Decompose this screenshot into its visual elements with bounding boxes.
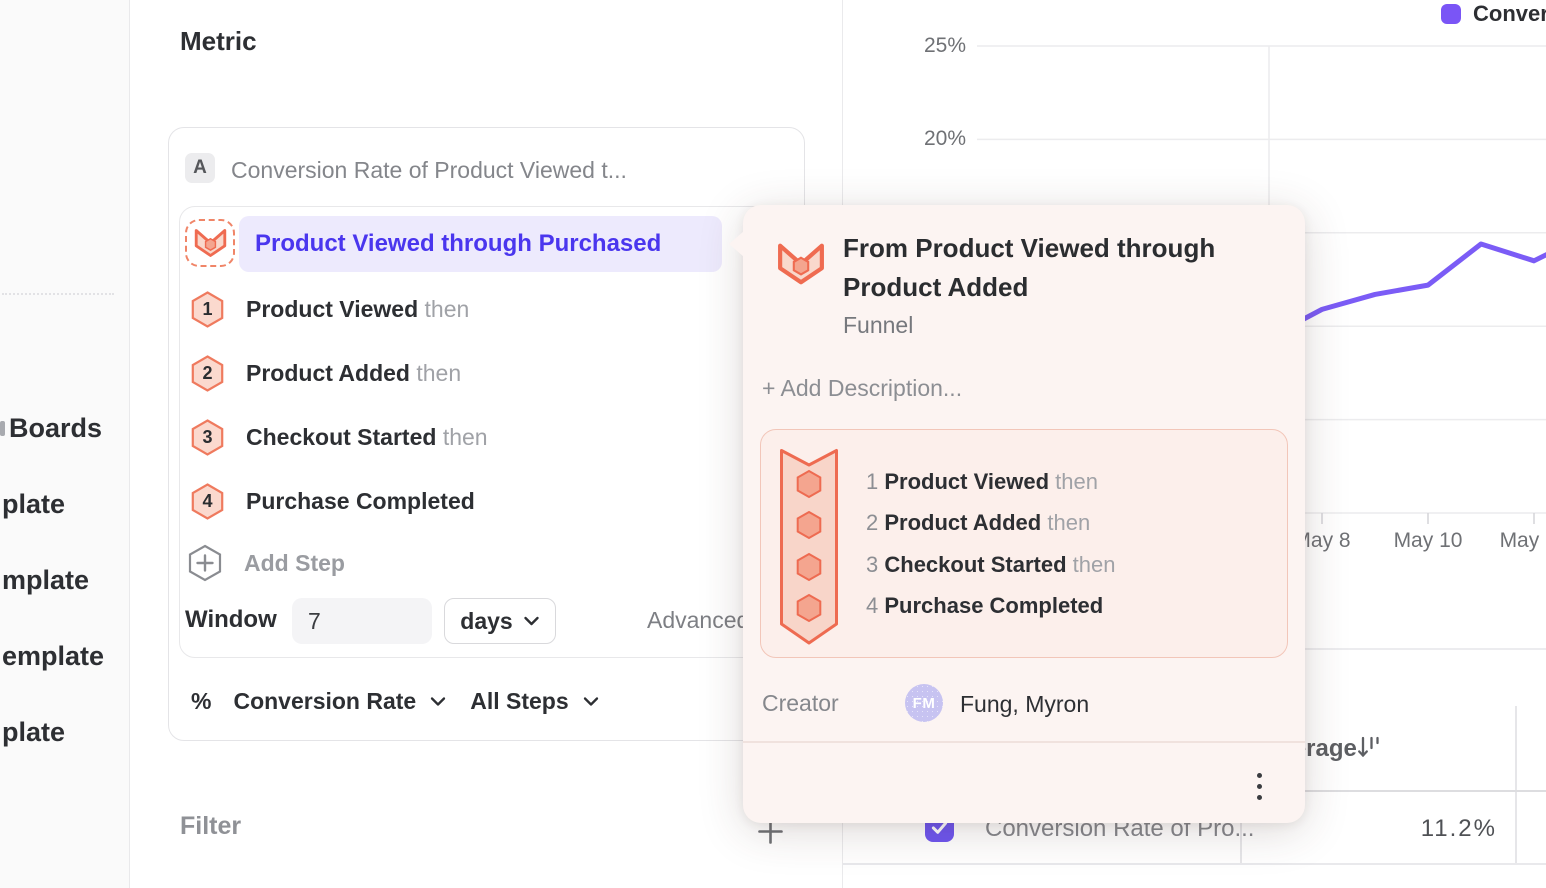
metric-section-heading: Metric: [180, 26, 257, 56]
table-row-average-value: 11.2%: [1420, 815, 1497, 842]
popover-step: 1 Product Viewed then: [866, 469, 1098, 494]
sidebar-divider: [2, 293, 114, 295]
table-column-divider: [1515, 706, 1517, 863]
add-description-button[interactable]: + Add Description...: [762, 375, 963, 401]
chart-legend: Conversion: [1441, 1, 1546, 27]
funnel-step-row[interactable]: 4 Purchase Completed: [191, 482, 475, 520]
window-unit-label: days: [460, 607, 513, 634]
sidebar: Boards plate mplate emplate plate: [0, 0, 130, 888]
funnel-icon: [778, 243, 824, 285]
window-row: Window days Advanced: [185, 592, 785, 650]
step-name: Product Added: [246, 359, 410, 386]
window-unit-select[interactable]: days: [444, 598, 556, 644]
step-name: Purchase Completed: [246, 487, 475, 514]
chevron-down-icon[interactable]: [430, 696, 446, 707]
creator-avatar: FM: [905, 684, 943, 722]
step-then-label: then: [416, 359, 462, 386]
step-number-hexagon-icon: 3: [191, 418, 224, 456]
popover-funnel-summary: 1 Product Viewed then 2 Product Added th…: [760, 429, 1288, 658]
metric-card: A Conversion Rate of Product Viewed t...…: [168, 127, 805, 741]
funnel-icon[interactable]: [185, 219, 235, 267]
popover-footer-divider: [743, 741, 1305, 743]
y-axis-tick-label: 20%: [923, 127, 966, 151]
popover-step: 4 Purchase Completed: [866, 593, 1104, 618]
y-axis-tick-label: 25%: [923, 34, 966, 57]
funnel-details-popover: From Product Viewed through Product Adde…: [729, 205, 1305, 823]
measure-scope-dropdown[interactable]: All Steps: [470, 688, 569, 714]
window-label: Window: [185, 606, 277, 633]
filter-section-heading: Filter: [180, 812, 242, 840]
sidebar-item-template[interactable]: emplate: [2, 641, 105, 671]
percent-symbol: %: [191, 688, 212, 714]
advanced-link[interactable]: Advanced: [647, 607, 750, 633]
popover-caret: [729, 231, 744, 257]
add-step-button[interactable]: Add Step: [188, 544, 345, 582]
funnel-step-row[interactable]: 1 Product Viewed then: [191, 290, 469, 328]
funnel-name-button[interactable]: Product Viewed through Purchased: [239, 216, 722, 272]
x-axis-tick-label: May 8: [1293, 529, 1351, 552]
popover-subtitle: Funnel: [843, 312, 914, 338]
step-name: Product Viewed: [246, 295, 419, 322]
popover-title: From Product Viewed through Product Adde…: [843, 233, 1216, 302]
step-then-label: then: [424, 295, 470, 322]
chevron-down-icon: [524, 616, 539, 626]
legend-label: Conversion: [1473, 1, 1546, 26]
creator-name: Fung, Myron: [960, 691, 1090, 717]
measure-type-dropdown[interactable]: Conversion Rate: [233, 688, 417, 714]
step-name: Checkout Started: [246, 423, 437, 450]
metric-card-title[interactable]: Conversion Rate of Product Viewed t...: [231, 157, 627, 183]
add-step-hexagon-plus-icon: [188, 544, 222, 582]
step-number-hexagon-icon: 2: [191, 354, 224, 392]
step-number-hexagon-icon: 1: [191, 290, 224, 328]
funnel-ribbon-icon: [780, 449, 838, 645]
table-row-divider: [843, 863, 1546, 865]
funnel-definition-card: Product Viewed through Purchased 1 Produ…: [179, 206, 795, 658]
sort-descending-icon[interactable]: [1356, 734, 1383, 761]
popover-step: 2 Product Added then: [866, 510, 1091, 535]
funnel-step-row[interactable]: 3 Checkout Started then: [191, 418, 488, 456]
funnel-name-label: Product Viewed through Purchased: [255, 230, 662, 257]
sidebar-item-template[interactable]: plate: [2, 489, 66, 519]
legend-swatch-icon: [1441, 4, 1461, 24]
x-axis-tick-label: May 12: [1499, 529, 1546, 552]
step-number-hexagon-icon: 4: [191, 482, 224, 520]
boards-icon: [0, 421, 5, 436]
window-value-input[interactable]: [292, 598, 432, 644]
avatar-initials: FM: [912, 694, 936, 712]
sidebar-item-template[interactable]: plate: [2, 717, 66, 747]
chevron-down-icon[interactable]: [583, 696, 599, 707]
step-then-label: then: [442, 423, 488, 450]
funnel-step-row[interactable]: 2 Product Added then: [191, 354, 461, 392]
x-axis-tick-label: May 10: [1393, 529, 1463, 552]
measure-row: % Conversion Rate All Steps: [191, 688, 599, 715]
funnel-glyph-icon: [194, 229, 226, 257]
popover-step: 3 Checkout Started then: [866, 552, 1116, 577]
add-filter-button[interactable]: [756, 817, 785, 846]
creator-label: Creator: [762, 690, 839, 716]
sidebar-item-template[interactable]: mplate: [2, 565, 90, 595]
check-icon: [931, 821, 948, 834]
kebab-menu-button[interactable]: [1247, 766, 1271, 806]
add-step-label: Add Step: [244, 549, 345, 576]
metric-letter-badge: A: [185, 153, 215, 183]
sidebar-item-boards[interactable]: Boards: [9, 413, 103, 443]
